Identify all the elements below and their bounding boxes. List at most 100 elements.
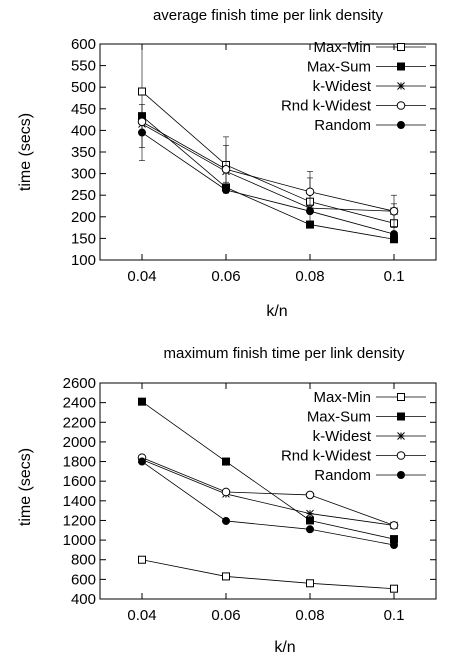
series-rnd-k-widest (137, 453, 399, 530)
y-tick-label: 450 (71, 101, 96, 118)
y-tick-label: 100 (71, 252, 96, 269)
data-point (221, 487, 231, 497)
x-tick-label: 0.06 (211, 607, 240, 624)
y-axis-label: time (secs) (17, 448, 34, 526)
chart-title: average finish time per link density (153, 7, 384, 24)
data-point (390, 541, 398, 549)
x-tick-label: 0.04 (127, 268, 156, 285)
y-tick-label: 1200 (63, 512, 96, 529)
series-random (138, 128, 398, 239)
data-point (137, 117, 147, 127)
y-tick-label: 550 (71, 58, 96, 75)
legend: Max-Min Max-Sum k-Widest Rnd k-Widest Random (281, 389, 426, 484)
legend-marker (397, 82, 405, 90)
data-point (222, 572, 230, 581)
y-tick-label: 150 (71, 230, 96, 247)
x-axis-label: k/n (274, 639, 295, 656)
data-point (222, 516, 230, 525)
y-tick-label: 250 (71, 187, 96, 204)
x-tick-label: 0.06 (211, 268, 240, 285)
legend-label: Rnd k-Widest (281, 98, 372, 115)
legend-label: Max-Sum (307, 59, 371, 76)
series-line (141, 559, 395, 590)
legend-marker (396, 101, 406, 110)
data-point (221, 164, 231, 174)
data-point (305, 490, 315, 500)
y-axis-label: time (secs) (17, 113, 34, 191)
series-line (141, 121, 395, 212)
y-tick-label: 1800 (63, 454, 96, 471)
data-point (306, 516, 314, 525)
y-tick-label: 800 (71, 552, 96, 569)
plot-frame (99, 382, 437, 600)
series-line (141, 461, 395, 546)
data-point (138, 87, 146, 96)
y-tick-label: 400 (71, 591, 96, 608)
series-line (141, 459, 395, 526)
data-point (306, 220, 314, 229)
data-point (138, 457, 146, 466)
y-tick-label: 200 (71, 209, 96, 226)
chart-average-finish-time: average finish time per link density tim… (17, 7, 437, 320)
chart-maximum-finish-time: maximum finish time per link density tim… (17, 345, 437, 656)
x-tick-label: 0.08 (295, 607, 324, 624)
data-point (306, 525, 314, 534)
data-point (389, 521, 399, 530)
legend-marker (397, 121, 405, 129)
x-tick-label: 0.04 (127, 607, 156, 624)
legend-label: Rnd k-Widest (281, 448, 372, 465)
legend: Max-Min Max-Sum k-Widest Rnd k-Widest Random (281, 39, 426, 134)
y-tick-label: 1000 (63, 532, 96, 549)
data-point (389, 206, 399, 216)
data-point (390, 584, 398, 593)
legend-label: Random (314, 117, 371, 134)
data-point (306, 207, 314, 216)
legend-label: Random (314, 467, 371, 484)
x-axis-label: k/n (266, 303, 287, 320)
legend-label: k-Widest (313, 428, 372, 445)
y-tick-label: 350 (71, 144, 96, 161)
legend-marker (397, 471, 405, 479)
y-tick-label: 600 (71, 571, 96, 588)
legend-label: Max-Min (313, 39, 371, 56)
legend-marker (397, 393, 405, 401)
series-line (141, 132, 395, 235)
data-point (306, 579, 314, 588)
y-tick-label: 1600 (63, 473, 96, 490)
chart-title: maximum finish time per link density (164, 345, 405, 362)
data-point (138, 128, 146, 137)
x-tick-label: 0.1 (384, 607, 405, 624)
data-point (138, 555, 146, 564)
series-line (141, 123, 395, 212)
legend-marker (397, 432, 405, 440)
x-tick-label: 0.1 (384, 268, 405, 285)
legend-label: Max-Sum (307, 409, 371, 426)
plot-frame (99, 43, 437, 261)
data-point (222, 186, 230, 195)
x-tick-label: 0.08 (295, 268, 324, 285)
data-point (305, 187, 315, 197)
data-point (390, 230, 398, 239)
series-max-sum (138, 397, 398, 544)
y-tick-label: 400 (71, 122, 96, 139)
legend-label: k-Widest (313, 78, 372, 95)
data-point (138, 397, 146, 406)
data-point (222, 457, 230, 466)
legend-marker (397, 43, 405, 51)
y-tick-label: 600 (71, 36, 96, 53)
series-rnd-k-widest (137, 104, 399, 228)
legend-label: Max-Min (313, 389, 371, 406)
y-tick-label: 2200 (63, 414, 96, 431)
series-line (141, 457, 395, 526)
y-tick-label: 300 (71, 166, 96, 183)
series-line (141, 91, 395, 224)
y-tick-label: 500 (71, 79, 96, 96)
data-point (306, 509, 314, 518)
series-line (141, 401, 395, 540)
y-tick-label: 1400 (63, 493, 96, 510)
series-max-min (138, 555, 398, 593)
legend-marker (397, 412, 405, 421)
y-tick-label: 2000 (63, 434, 96, 451)
series-random (138, 457, 398, 549)
